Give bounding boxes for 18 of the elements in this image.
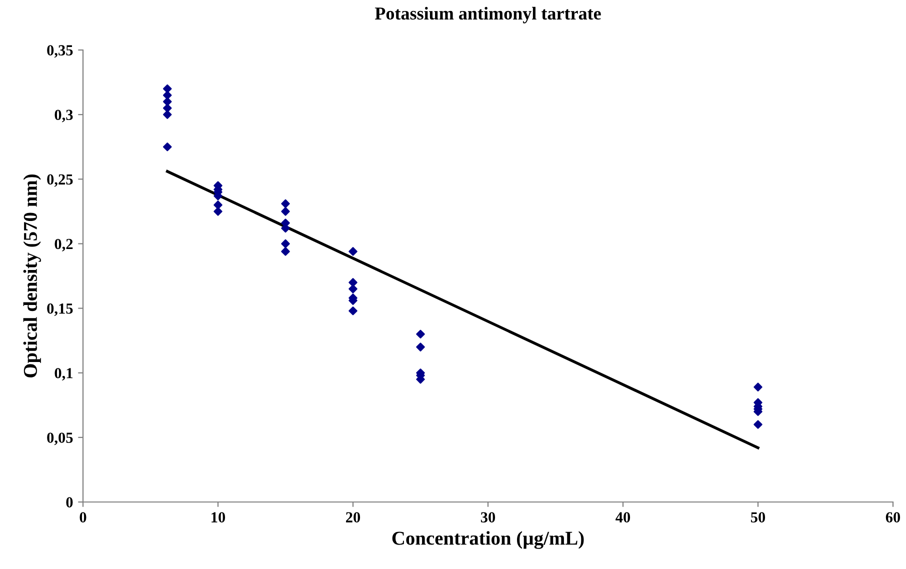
y-tick-label: 0,35 <box>47 45 73 58</box>
y-axis-title: Optical density (570 nm) <box>23 174 41 378</box>
x-tick-label: 20 <box>346 512 360 522</box>
y-tick-label: 0,25 <box>47 174 73 187</box>
y-tick-label: 0,1 <box>54 368 72 381</box>
x-tick-label: 60 <box>886 512 900 522</box>
y-tick-label: 0,15 <box>47 303 73 316</box>
y-tick-label: 0,3 <box>54 110 73 122</box>
y-tick-label: 0 <box>66 497 73 508</box>
y-tick-label: 0,05 <box>47 432 73 446</box>
x-tick-label: 0 <box>80 512 86 522</box>
y-tick-label: 0,2 <box>54 238 73 252</box>
x-tick-label: 50 <box>750 512 766 522</box>
chart-title: Potassium antimonyl tartrate <box>374 6 601 24</box>
x-tick-label: 10 <box>212 512 226 522</box>
x-tick-label: 40 <box>616 512 630 522</box>
x-tick-label: 30 <box>480 512 496 522</box>
x-axis-title: Concentration (µg/mL) <box>392 531 584 549</box>
